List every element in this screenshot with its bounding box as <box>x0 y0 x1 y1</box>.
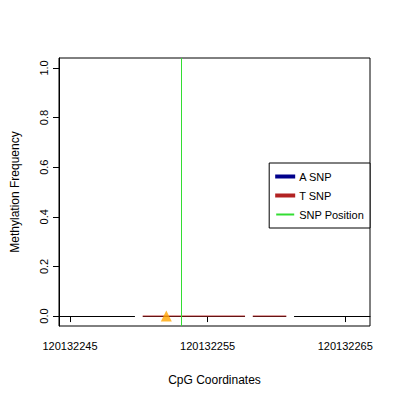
svg-text:120132265: 120132265 <box>318 340 373 352</box>
svg-text:0.4: 0.4 <box>38 209 50 224</box>
svg-text:120132255: 120132255 <box>180 340 235 352</box>
svg-text:120132245: 120132245 <box>42 340 97 352</box>
svg-text:0.0: 0.0 <box>38 308 50 323</box>
svg-text:SNP Position: SNP Position <box>299 209 364 221</box>
svg-text:0.6: 0.6 <box>38 160 50 175</box>
svg-text:1.0: 1.0 <box>38 60 50 75</box>
svg-text:Methylation Frequency: Methylation Frequency <box>8 131 22 252</box>
svg-text:A SNP: A SNP <box>299 171 331 183</box>
svg-text:0.8: 0.8 <box>38 110 50 125</box>
svg-text:T SNP: T SNP <box>299 190 331 202</box>
svg-text:CpG Coordinates: CpG Coordinates <box>168 373 261 387</box>
svg-text:0.2: 0.2 <box>38 259 50 274</box>
